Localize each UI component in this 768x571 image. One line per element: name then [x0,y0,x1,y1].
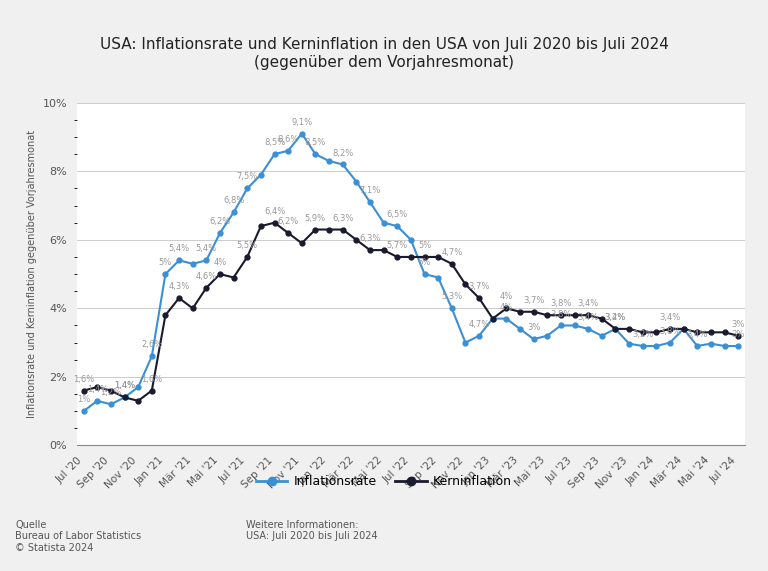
Text: 1%: 1% [77,395,91,404]
Text: 4%: 4% [500,292,513,301]
Text: 5,5%: 5,5% [237,241,258,250]
Text: 1,4%: 1,4% [87,385,108,394]
Text: 1,2%: 1,2% [101,388,121,397]
Text: 5%: 5% [418,241,431,250]
Text: 5,7%: 5,7% [386,241,408,250]
Text: Weitere Informationen:
USA: Juli 2020 bis Juli 2024: Weitere Informationen: USA: Juli 2020 bi… [246,520,377,541]
Text: 1,6%: 1,6% [141,375,162,384]
Text: 9,1%: 9,1% [291,118,313,127]
Text: 1,4%: 1,4% [114,381,135,391]
Text: 5%: 5% [159,258,172,267]
Text: 7,5%: 7,5% [237,172,258,182]
Text: 5,3%: 5,3% [441,292,462,301]
Text: 8,2%: 8,2% [332,148,353,158]
Text: 3%: 3% [731,320,745,329]
Text: 3%: 3% [527,323,541,332]
Text: 6,3%: 6,3% [359,234,381,243]
Text: 3,7%: 3,7% [523,296,545,305]
Text: 1,4%: 1,4% [114,381,135,391]
Text: USA: Inflationsrate und Kerninflation in den USA von Juli 2020 bis Juli 2024
(ge: USA: Inflationsrate und Kerninflation in… [100,37,668,70]
Text: 3,8%: 3,8% [550,309,571,319]
Text: 4,6%: 4,6% [196,272,217,281]
Text: 3,4%: 3,4% [604,313,626,322]
Text: 6,4%: 6,4% [264,207,285,216]
Text: 2,6%: 2,6% [141,340,162,349]
Text: 5,4%: 5,4% [168,244,190,254]
Text: 3,7%: 3,7% [468,282,490,291]
Text: 8,5%: 8,5% [264,138,285,147]
Text: 1,6%: 1,6% [73,375,94,384]
Text: 3,2%: 3,2% [604,313,626,322]
Text: 4%: 4% [214,258,227,267]
Text: 3,4%: 3,4% [578,313,599,322]
Text: 3,4%: 3,4% [660,313,680,322]
Text: 3,2%: 3,2% [632,330,654,339]
Text: 4%: 4% [500,303,513,312]
Text: 6,2%: 6,2% [277,217,299,226]
Text: Quelle
Bureau of Labor Statistics
© Statista 2024: Quelle Bureau of Labor Statistics © Stat… [15,520,141,553]
Text: 6,3%: 6,3% [332,214,353,223]
Text: 4,7%: 4,7% [468,320,490,329]
Y-axis label: Inflationsrate und Kerninflation gegenüber Vorjahresmonat: Inflationsrate und Kerninflation gegenüb… [27,130,37,418]
Text: 6%: 6% [418,258,431,267]
Text: 4,7%: 4,7% [441,248,462,257]
Text: 8,6%: 8,6% [277,135,299,144]
Text: 3,4%: 3,4% [578,299,599,308]
Text: 6,8%: 6,8% [223,196,244,206]
Text: 3%: 3% [731,330,745,339]
Text: 3,8%: 3,8% [659,327,680,336]
Legend: Inflationsrate, Kerninflation: Inflationsrate, Kerninflation [251,471,517,493]
Text: 8,5%: 8,5% [305,138,326,147]
Text: 5,4%: 5,4% [196,244,217,254]
Text: 6,2%: 6,2% [210,217,230,226]
Text: 5,9%: 5,9% [305,214,326,223]
Text: 7,1%: 7,1% [359,186,381,195]
Text: 6,5%: 6,5% [386,210,408,219]
Text: 3,8%: 3,8% [550,299,571,308]
Text: 4,3%: 4,3% [168,282,190,291]
Text: 3,4%: 3,4% [687,330,708,339]
